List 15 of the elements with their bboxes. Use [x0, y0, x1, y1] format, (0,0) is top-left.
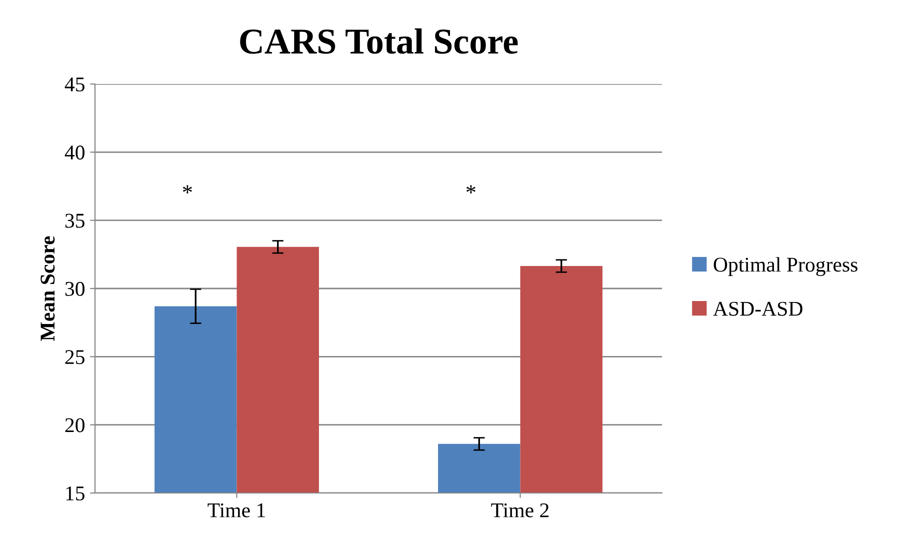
- x-tick-label: Time 2: [491, 503, 549, 518]
- y-tick-label: 35: [65, 214, 84, 228]
- y-tick-label: 20: [65, 418, 84, 432]
- chart-title: CARS Total Score: [240, 28, 518, 54]
- legend-label: Optimal Progress: [714, 257, 858, 276]
- y-tick-label: 30: [65, 282, 84, 296]
- y-tick-label: 15: [66, 486, 84, 500]
- y-tick-label: 45: [64, 78, 84, 92]
- y-tick-label: 25: [65, 350, 84, 364]
- x-tick-label: Time 1: [208, 503, 265, 518]
- annotation: *: [182, 185, 192, 194]
- y-tick-label: 40: [64, 146, 84, 160]
- legend-label: ASD-ASD: [713, 302, 802, 316]
- annotation: *: [466, 185, 476, 194]
- y-axis-title: Mean Score: [40, 236, 55, 341]
